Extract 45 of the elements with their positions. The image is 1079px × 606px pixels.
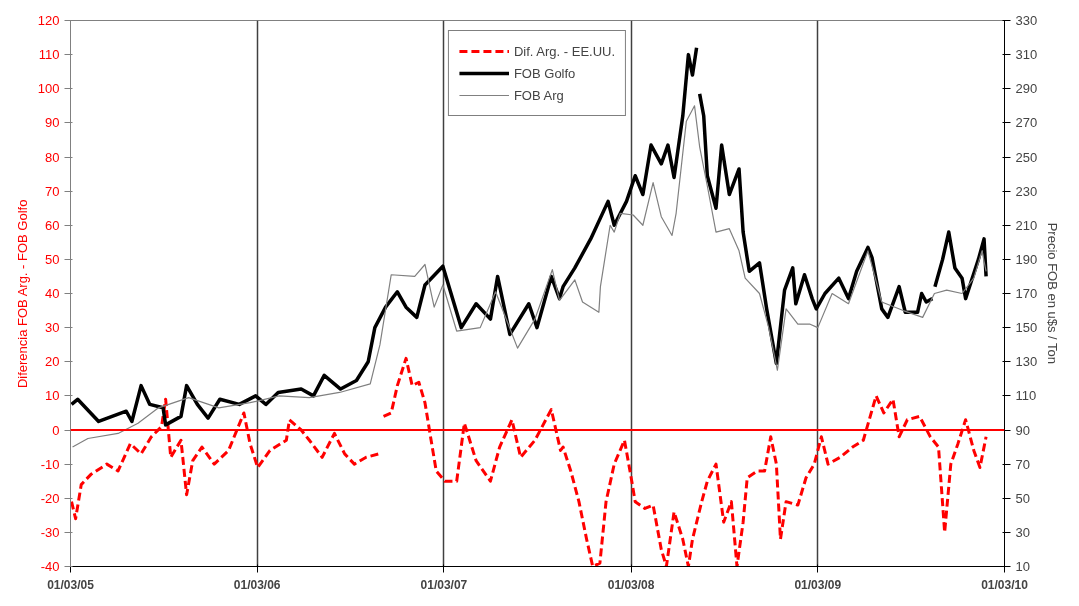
y-tick-label: 110 <box>38 47 60 63</box>
x-tick-label: 01/03/06 <box>233 577 281 592</box>
x-tick-label: 01/03/08 <box>607 577 655 592</box>
y2-tick-label: 170 <box>1015 286 1038 301</box>
y2-tick-label: 90 <box>1015 422 1030 438</box>
y2-tick-label: 110 <box>1015 388 1037 404</box>
y-tick-label: 90 <box>45 115 60 131</box>
x-tick-label: 01/03/10 <box>981 577 1029 592</box>
y2-axis-title: Precio FOB en u$s / Ton <box>1045 222 1061 365</box>
y-tick-label: 80 <box>45 149 60 165</box>
y2-tick-label: 270 <box>1015 115 1038 131</box>
y2-tick-label: 150 <box>1015 320 1038 336</box>
y2-tick-label: 250 <box>1015 149 1038 165</box>
y-tick-label: 50 <box>45 251 60 267</box>
y-tick-label: 60 <box>45 217 60 233</box>
legend-label: FOB Arg <box>513 87 564 103</box>
y-tick-label: 30 <box>45 320 60 336</box>
y-tick-label: 120 <box>37 13 60 28</box>
y-axis-title: Diferencia FOB Arg. - FOB Golfo <box>14 199 30 389</box>
y-tick-label: 10 <box>45 388 60 404</box>
y-tick-label: -30 <box>40 524 60 540</box>
y2-tick-label: 70 <box>1015 456 1030 472</box>
legend-label: Dif. Arg. - EE.UU. <box>513 43 616 59</box>
y2-tick-label: 190 <box>1015 251 1038 267</box>
y-tick-label: 20 <box>45 354 60 370</box>
x-tick-label: 01/03/07 <box>420 577 468 592</box>
y2-tick-label: 310 <box>1015 47 1038 63</box>
y2-tick-label: 10 <box>1015 559 1030 574</box>
y2-tick-label: 290 <box>1015 81 1038 97</box>
y2-tick-label: 50 <box>1015 490 1030 506</box>
y-tick-label: 40 <box>45 286 60 301</box>
y-tick-label: -40 <box>40 559 60 574</box>
y-tick-label: -10 <box>40 456 60 472</box>
legend-label: FOB Golfo <box>513 65 576 81</box>
y-tick-label: 0 <box>52 422 60 438</box>
x-tick-label: 01/03/09 <box>794 577 842 592</box>
y2-tick-label: 330 <box>1015 13 1038 28</box>
y-tick-label: 100 <box>37 81 60 97</box>
y2-tick-label: 30 <box>1015 524 1030 540</box>
y2-tick-label: 130 <box>1015 354 1038 370</box>
y2-tick-label: 210 <box>1015 217 1038 233</box>
x-tick-label: 01/03/05 <box>47 577 95 592</box>
y2-tick-label: 230 <box>1015 183 1038 199</box>
y-tick-label: 70 <box>45 183 60 199</box>
y-tick-label: -20 <box>40 490 60 506</box>
